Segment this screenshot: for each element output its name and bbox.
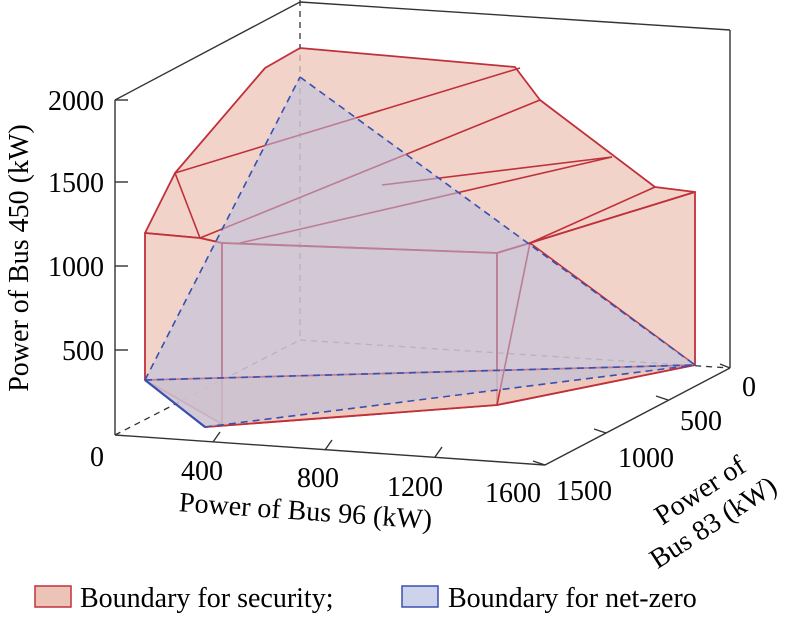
x-tick-label: 1200 <box>387 472 443 503</box>
z-tick-label: 1000 <box>48 252 104 283</box>
x-tick-label: 800 <box>297 463 339 494</box>
net-zero-edge-left <box>144 76 301 381</box>
y-axis-line <box>544 367 731 466</box>
legend-label-net-zero: Boundary for net-zero <box>448 583 697 614</box>
x-tick <box>434 446 443 458</box>
tick-marks <box>115 99 731 466</box>
z-axis-title: Power of Bus 450 (kW) <box>4 124 35 392</box>
box-edges <box>114 1 731 466</box>
legend-swatch-security <box>34 585 72 608</box>
x-tick-label: 400 <box>181 456 223 487</box>
y-tick <box>655 395 669 401</box>
z-tick-label: 2000 <box>48 86 104 117</box>
net-zero-edge-right <box>299 76 696 366</box>
net-zero-edge-bottom <box>204 364 696 428</box>
top-back-edge <box>299 1 731 31</box>
x-axis-line <box>114 434 546 466</box>
y-tick <box>532 460 546 466</box>
y-tick <box>719 363 731 369</box>
net-zero-edge-inner <box>144 364 696 381</box>
net-zero-edge-solid <box>144 379 206 428</box>
legend: Boundary for security; Boundary for net-… <box>34 583 697 614</box>
x-tick-label: 0 <box>90 442 104 473</box>
y-tick-label: 1000 <box>618 443 674 474</box>
z-tick-label: 1500 <box>48 168 104 199</box>
net-zero-boundary <box>144 76 696 428</box>
y-tick <box>593 428 607 434</box>
top-left-edge <box>114 1 301 101</box>
y-tick-label: 500 <box>680 406 722 437</box>
y-tick-label: 1500 <box>556 476 612 507</box>
z-tick-label: 500 <box>62 336 104 367</box>
edge-f <box>529 186 656 244</box>
x-tick <box>324 439 333 451</box>
legend-swatch-net-zero <box>401 585 439 608</box>
x-tick-label: 1600 <box>485 478 541 509</box>
edge-a <box>174 172 201 239</box>
net-zero-face <box>145 77 695 427</box>
legend-label-security: Boundary for security; <box>80 583 334 614</box>
y-tick-label: 0 <box>742 372 756 403</box>
x-tick <box>212 431 221 443</box>
